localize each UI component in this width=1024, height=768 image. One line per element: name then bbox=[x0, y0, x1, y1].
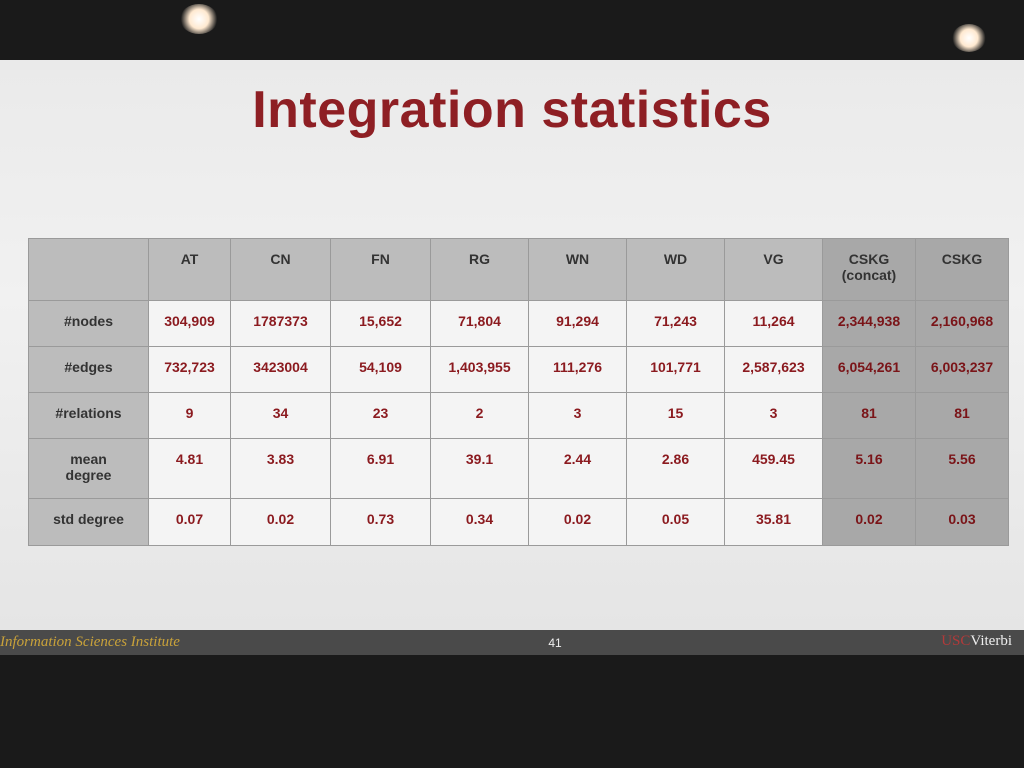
column-header: CSKG (concat) bbox=[822, 238, 916, 301]
header-row: AT CN FN RG WN WD VG CSKG (concat) CSKG bbox=[28, 238, 1009, 301]
data-cell: 91,294 bbox=[528, 300, 627, 347]
row-label-cell: #edges bbox=[28, 346, 149, 393]
data-cell: 4.81 bbox=[148, 438, 231, 499]
data-cell: 3.83 bbox=[230, 438, 331, 499]
column-header: VG bbox=[724, 238, 823, 301]
data-cell: 15,652 bbox=[330, 300, 431, 347]
data-cell: 2.44 bbox=[528, 438, 627, 499]
data-cell: 5.16 bbox=[822, 438, 916, 499]
column-header: WN bbox=[528, 238, 627, 301]
slide-title: Integration statistics bbox=[252, 81, 772, 139]
data-cell: 1,403,955 bbox=[430, 346, 529, 393]
data-cell: 15 bbox=[626, 392, 725, 439]
logo-viterbi: Viterbi bbox=[970, 633, 1012, 649]
data-cell: 71,243 bbox=[626, 300, 725, 347]
page-number: 41 bbox=[548, 636, 562, 650]
row-label: #nodes bbox=[63, 313, 113, 329]
data-cell: 9 bbox=[148, 392, 231, 439]
data-cell: 35.81 bbox=[724, 498, 823, 546]
stats-table: AT CN FN RG WN WD VG CSKG (concat) CSKG #nodes 304… bbox=[28, 238, 1009, 546]
table-row: #relations 9 34 23 2 3 15 3 81 81 bbox=[28, 392, 1009, 439]
column-header: CN bbox=[230, 238, 331, 301]
column-header: WD bbox=[626, 238, 725, 301]
footer-institute: Information Sciences Institute bbox=[0, 634, 180, 650]
data-cell: 3 bbox=[528, 392, 627, 439]
row-label: mean degree bbox=[65, 451, 112, 483]
data-cell: 2,344,938 bbox=[822, 300, 916, 347]
column-header: AT bbox=[148, 238, 231, 301]
footer-logo: USCViterbi bbox=[941, 633, 1012, 650]
data-cell: 0.02 bbox=[822, 498, 916, 546]
column-header: CSKG bbox=[915, 238, 1009, 301]
row-label-cell: #relations bbox=[28, 392, 149, 439]
data-cell: 101,771 bbox=[626, 346, 725, 393]
data-cell: 1787373 bbox=[230, 300, 331, 347]
data-cell: 6,054,261 bbox=[822, 346, 916, 393]
data-cell: 2,160,968 bbox=[915, 300, 1009, 347]
data-cell: 2 bbox=[430, 392, 529, 439]
data-cell: 459.45 bbox=[724, 438, 823, 499]
table-row: #edges 732,723 3423004 54,109 1,403,955 111,2… bbox=[28, 346, 1009, 393]
data-cell: 111,276 bbox=[528, 346, 627, 393]
row-label-cell: mean degree bbox=[28, 438, 149, 499]
row-label: #edges bbox=[64, 359, 113, 375]
data-cell: 3423004 bbox=[230, 346, 331, 393]
data-cell: 0.02 bbox=[528, 498, 627, 546]
logo-usc: USC bbox=[941, 633, 971, 649]
table-row: #nodes 304,909 1787373 15,652 71,804 91,294 71… bbox=[28, 300, 1009, 347]
data-cell: 34 bbox=[230, 392, 331, 439]
data-cell: 732,723 bbox=[148, 346, 231, 393]
data-cell: 5.56 bbox=[915, 438, 1009, 499]
data-cell: 0.03 bbox=[915, 498, 1009, 546]
data-cell: 2,587,623 bbox=[724, 346, 823, 393]
data-cell: 6,003,237 bbox=[915, 346, 1009, 393]
corner-cell bbox=[28, 238, 149, 301]
data-cell: 2.86 bbox=[626, 438, 725, 499]
data-cell: 0.07 bbox=[148, 498, 231, 546]
data-cell: 23 bbox=[330, 392, 431, 439]
row-label: std degree bbox=[53, 511, 124, 527]
column-header: FN bbox=[330, 238, 431, 301]
data-cell: 3 bbox=[724, 392, 823, 439]
data-cell: 54,109 bbox=[330, 346, 431, 393]
data-cell: 71,804 bbox=[430, 300, 529, 347]
data-cell: 39.1 bbox=[430, 438, 529, 499]
slide: Integration statistics AT CN FN RG WN WD VG CSK… bbox=[0, 60, 1024, 655]
data-cell: 81 bbox=[822, 392, 916, 439]
data-cell: 11,264 bbox=[724, 300, 823, 347]
data-cell: 0.02 bbox=[230, 498, 331, 546]
data-cell: 6.91 bbox=[330, 438, 431, 499]
row-label: #relations bbox=[55, 405, 122, 421]
footer: Information Sciences Institute 41 USCVit… bbox=[0, 630, 1024, 655]
row-label-cell: #nodes bbox=[28, 300, 149, 347]
data-cell: 81 bbox=[915, 392, 1009, 439]
ceiling-light bbox=[180, 4, 218, 34]
column-header: RG bbox=[430, 238, 529, 301]
ceiling-light bbox=[952, 24, 986, 52]
row-label-cell: std degree bbox=[28, 498, 149, 546]
table-row: std degree 0.07 0.02 0.73 0.34 0.02 0.05 35.81 0… bbox=[28, 498, 1009, 546]
data-cell: 0.05 bbox=[626, 498, 725, 546]
data-cell: 304,909 bbox=[148, 300, 231, 347]
data-cell: 0.34 bbox=[430, 498, 529, 546]
table-row: mean degree 4.81 3.83 6.91 39.1 2.44 2.86 459.4… bbox=[28, 438, 1009, 499]
data-cell: 0.73 bbox=[330, 498, 431, 546]
